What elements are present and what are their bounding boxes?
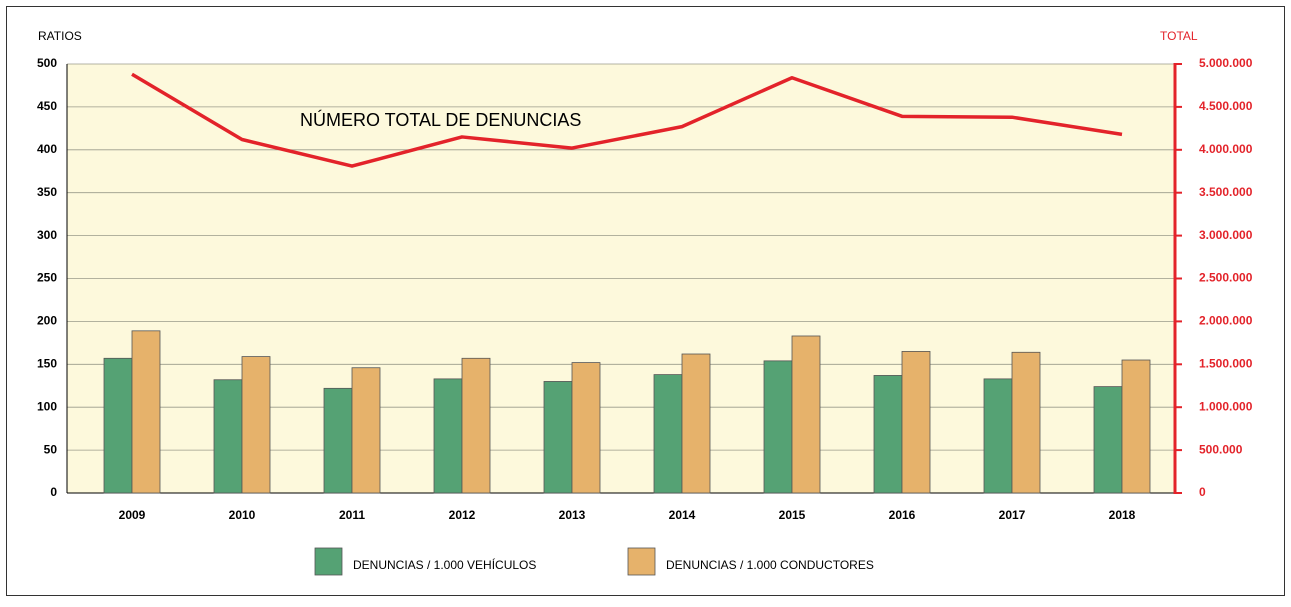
x-tick-label: 2014 xyxy=(669,508,696,522)
bar xyxy=(241,356,271,494)
y2-tick-label: 5.000.000 xyxy=(1199,56,1253,70)
y-axis-label: RATIOS xyxy=(38,29,82,43)
bar xyxy=(681,353,711,494)
y-tick-label: 150 xyxy=(37,356,57,370)
line-annotation: NÚMERO TOTAL DE DENUNCIAS xyxy=(300,109,581,130)
bar xyxy=(1093,386,1123,494)
y-tick-label: 450 xyxy=(37,99,57,113)
x-tick-label: 2015 xyxy=(779,508,806,522)
y2-axis-label: TOTAL xyxy=(1160,29,1198,43)
bar xyxy=(131,330,161,494)
x-tick-label: 2013 xyxy=(559,508,586,522)
y2-tick-label: 4.000.000 xyxy=(1199,142,1253,156)
x-tick-label: 2010 xyxy=(229,508,256,522)
x-tick-label: 2017 xyxy=(999,508,1026,522)
bar xyxy=(461,357,491,494)
legend-swatch xyxy=(627,547,656,576)
bar xyxy=(873,375,903,494)
y2-tick-label: 500.000 xyxy=(1199,442,1243,456)
bar xyxy=(791,335,821,494)
y-tick-label: 50 xyxy=(44,442,58,456)
y2-tick-label: 2.000.000 xyxy=(1199,314,1253,328)
y-tick-label: 100 xyxy=(37,399,57,413)
y2-tick-label: 1.500.000 xyxy=(1199,356,1253,370)
x-tick-label: 2012 xyxy=(449,508,476,522)
legend-label: DENUNCIAS / 1.000 CONDUCTORES xyxy=(666,558,874,572)
y-tick-label: 250 xyxy=(37,271,57,285)
y2-tick-label: 3.000.000 xyxy=(1199,228,1253,242)
y2-tick-label: 0 xyxy=(1199,485,1206,499)
x-tick-label: 2009 xyxy=(119,508,146,522)
bar xyxy=(901,351,931,494)
x-tick-label: 2016 xyxy=(889,508,916,522)
bar xyxy=(543,381,573,494)
line xyxy=(131,72,1123,168)
bar xyxy=(983,378,1013,494)
bar xyxy=(351,367,381,494)
y-tick-label: 350 xyxy=(37,185,57,199)
y-tick-label: 500 xyxy=(37,56,57,70)
x-tick-label: 2018 xyxy=(1109,508,1136,522)
bar xyxy=(213,379,243,494)
y-tick-label: 0 xyxy=(50,485,57,499)
y-tick-label: 200 xyxy=(37,314,57,328)
bar xyxy=(103,357,133,494)
y-tick-label: 300 xyxy=(37,228,57,242)
bar xyxy=(1121,359,1151,494)
bar xyxy=(653,374,683,494)
bar xyxy=(323,387,353,494)
bar xyxy=(571,362,601,494)
y2-tick-label: 2.500.000 xyxy=(1199,271,1253,285)
bar xyxy=(763,360,793,494)
y-tick-label: 400 xyxy=(37,142,57,156)
bar xyxy=(433,378,463,494)
x-tick-label: 2011 xyxy=(339,508,365,522)
y2-tick-label: 4.500.000 xyxy=(1199,99,1253,113)
legend-swatch xyxy=(314,547,343,576)
bar xyxy=(1011,351,1041,494)
legend-label: DENUNCIAS / 1.000 VEHÍCULOS xyxy=(353,557,536,572)
y2-tick-label: 3.500.000 xyxy=(1199,185,1253,199)
y2-tick-label: 1.000.000 xyxy=(1199,399,1253,413)
